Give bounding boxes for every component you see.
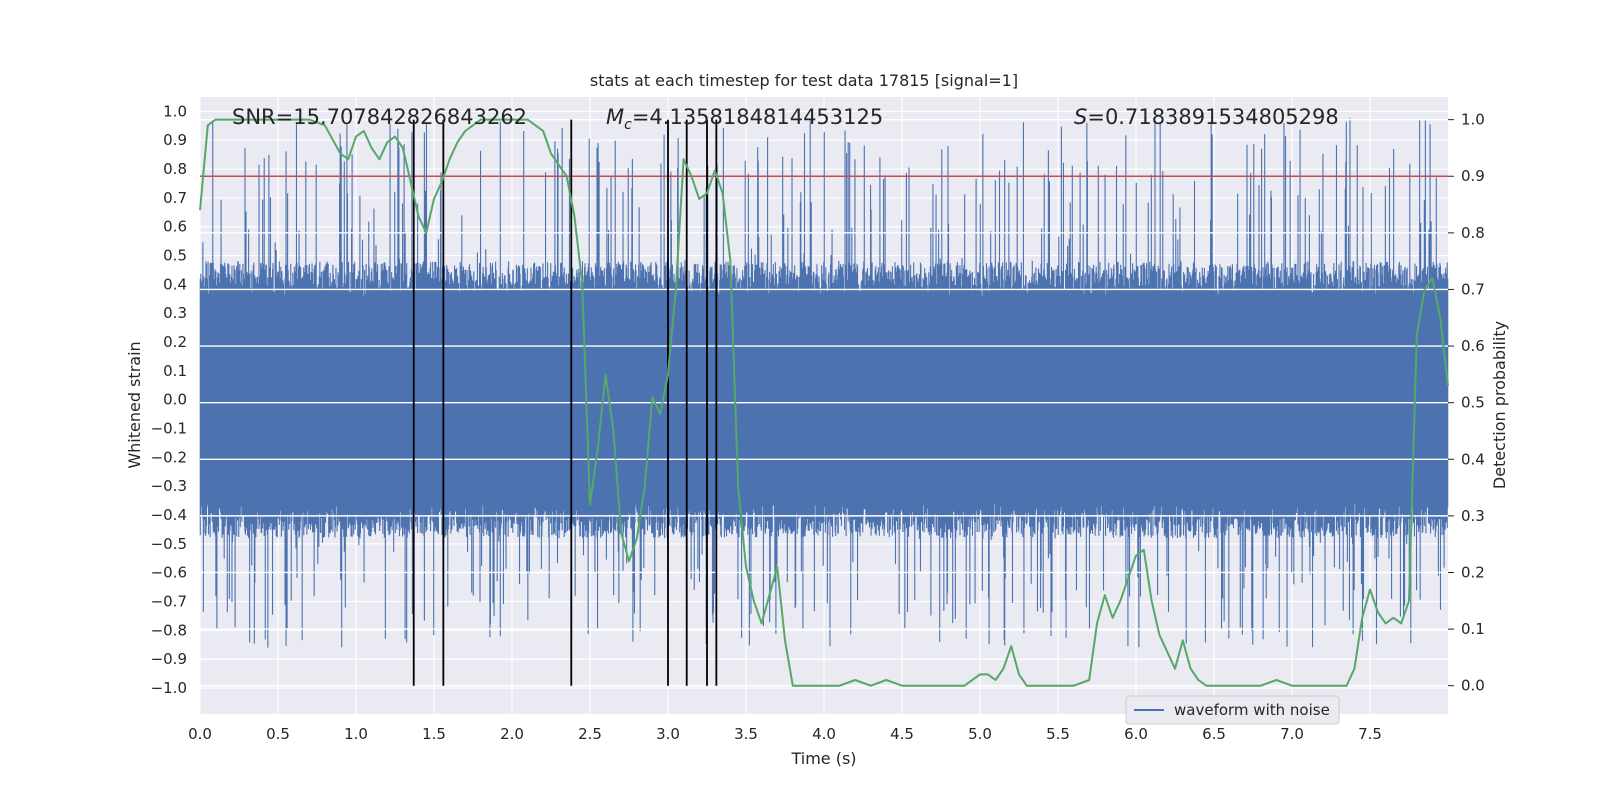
x-tick-label: 0.0 — [188, 725, 212, 743]
event-lines — [412, 119, 718, 686]
left-y-tick-label: 0.9 — [163, 131, 187, 149]
left-y-axis-label: Whitened strain — [125, 341, 144, 468]
chirp-mass-value: =4.1358184814453125 — [632, 105, 883, 129]
x-tick-label: 0.5 — [266, 725, 290, 743]
right-y-tick-label: 0.4 — [1461, 450, 1485, 468]
right-y-tick-label: 0.2 — [1461, 563, 1485, 581]
left-y-tick-label: 0.2 — [163, 333, 187, 351]
right-y-tick-label: 0.3 — [1461, 507, 1485, 525]
s-symbol: S — [1074, 105, 1087, 129]
x-tick-label: 6.5 — [1202, 725, 1226, 743]
right-y-axis-label: Detection probability — [1490, 321, 1509, 489]
right-y-tick-labels: 1.0 0.9 0.8 0.7 0.6 0.5 0.4 0.3 0.2 0.1 0.0 — [1448, 111, 1485, 695]
x-tick-label: 6.0 — [1124, 725, 1148, 743]
left-y-tick-label: −0.3 — [151, 477, 187, 495]
left-y-tick-label: 0.6 — [163, 218, 187, 236]
x-tick-label: 2.0 — [500, 725, 524, 743]
x-tick-label: 5.0 — [968, 725, 992, 743]
chart-title: stats at each timestep for test data 178… — [590, 71, 1018, 90]
waveform-trace — [199, 118, 1449, 648]
left-y-tick-label: 0.0 — [163, 391, 187, 409]
left-y-tick-label: 1.0 — [163, 102, 187, 120]
left-y-tick-label: 0.3 — [163, 304, 187, 322]
left-y-tick-label: 0.5 — [163, 247, 187, 265]
right-y-tick-label: 0.7 — [1461, 280, 1485, 298]
snr-annotation: SNR=15.707842826843262 — [232, 105, 527, 129]
left-y-tick-label: 0.7 — [163, 189, 187, 207]
left-y-tick-labels: 1.0 0.9 0.8 0.7 0.6 0.5 0.4 0.3 0.2 0.1 0.0 −0.1 −0.… — [151, 102, 187, 697]
x-tick-label: 1.5 — [422, 725, 446, 743]
right-y-tick-label: 0.8 — [1461, 224, 1485, 242]
x-tick-label: 1.0 — [344, 725, 368, 743]
legend: waveform with noise — [1125, 695, 1340, 725]
x-tick-label: 3.5 — [734, 725, 758, 743]
right-y-tick-label: 0.0 — [1461, 677, 1485, 695]
left-y-tick-label: −0.8 — [151, 621, 187, 639]
left-y-tick-label: −0.7 — [151, 593, 187, 611]
x-tick-label: 4.0 — [812, 725, 836, 743]
s-value: =0.7183891534805298 — [1087, 105, 1338, 129]
left-y-tick-label: −0.5 — [151, 535, 187, 553]
detection-probability-line — [199, 118, 1449, 687]
chirp-mass-subscript: c — [624, 117, 632, 133]
left-y-tick-label: −0.6 — [151, 564, 187, 582]
right-y-tick-label: 0.5 — [1461, 394, 1485, 412]
x-tick-label: 3.0 — [656, 725, 680, 743]
legend-label: waveform with noise — [1174, 701, 1330, 719]
chirp-mass-annotation: Mc=4.1358184814453125 — [606, 105, 883, 133]
x-tick-label: 2.5 — [578, 725, 602, 743]
waveform-series — [199, 118, 1449, 648]
left-y-tick-label: −1.0 — [151, 679, 187, 697]
left-y-tick-label: 0.1 — [163, 362, 187, 380]
left-y-tick-label: −0.2 — [151, 448, 187, 466]
x-tick-label: 7.5 — [1358, 725, 1382, 743]
x-tick-label: 5.5 — [1046, 725, 1070, 743]
right-y-tick-label: 0.9 — [1461, 167, 1485, 185]
left-y-tick-label: −0.9 — [151, 650, 187, 668]
left-y-tick-label: −0.4 — [151, 506, 187, 524]
x-tick-labels: 0.0 0.5 1.0 1.5 2.0 2.5 3.0 3.5 4.0 4.5 5.0 5.5 6.0 6… — [188, 725, 1382, 743]
s-annotation: S=0.7183891534805298 — [1074, 105, 1339, 129]
left-y-tick-label: 0.8 — [163, 160, 187, 178]
right-y-tick-label: 0.1 — [1461, 620, 1485, 638]
chirp-mass-symbol: M — [606, 105, 624, 129]
right-y-tick-label: 0.6 — [1461, 337, 1485, 355]
legend-box — [1125, 695, 1340, 725]
x-tick-label: 4.5 — [890, 725, 914, 743]
x-axis-label: Time (s) — [790, 749, 856, 768]
left-y-tick-label: 0.4 — [163, 275, 187, 293]
right-y-tick-label: 1.0 — [1461, 111, 1485, 129]
left-y-tick-label: −0.1 — [151, 420, 187, 438]
x-tick-label: 7.0 — [1280, 725, 1304, 743]
